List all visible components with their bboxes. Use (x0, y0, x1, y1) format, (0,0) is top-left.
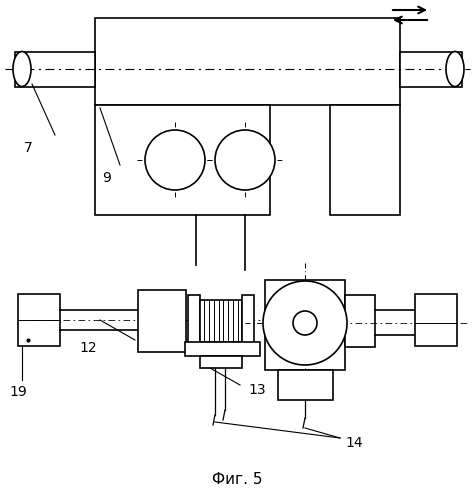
Bar (18, 294, 60, 346)
Bar (185, 342, 260, 356)
Circle shape (263, 281, 347, 365)
Bar (278, 370, 333, 400)
Text: 12: 12 (79, 341, 97, 355)
Ellipse shape (446, 52, 464, 86)
Bar (95, 105, 270, 215)
Bar (415, 294, 457, 346)
Bar (345, 295, 375, 347)
Text: 14: 14 (345, 436, 362, 450)
Text: 19: 19 (9, 385, 27, 399)
Circle shape (293, 311, 317, 335)
Bar (242, 295, 254, 347)
Bar (265, 280, 345, 370)
Text: 7: 7 (24, 141, 32, 155)
Bar (188, 295, 200, 347)
Bar (200, 356, 242, 368)
Bar (95, 18, 400, 105)
Text: Фиг. 5: Фиг. 5 (212, 472, 262, 488)
Bar (200, 300, 242, 342)
Text: 9: 9 (103, 171, 112, 185)
Bar (330, 105, 400, 215)
Bar (138, 290, 186, 352)
Ellipse shape (13, 52, 31, 86)
Circle shape (145, 130, 205, 190)
Bar (400, 52, 462, 87)
Text: 13: 13 (248, 383, 266, 397)
Circle shape (215, 130, 275, 190)
Bar (15, 52, 95, 87)
